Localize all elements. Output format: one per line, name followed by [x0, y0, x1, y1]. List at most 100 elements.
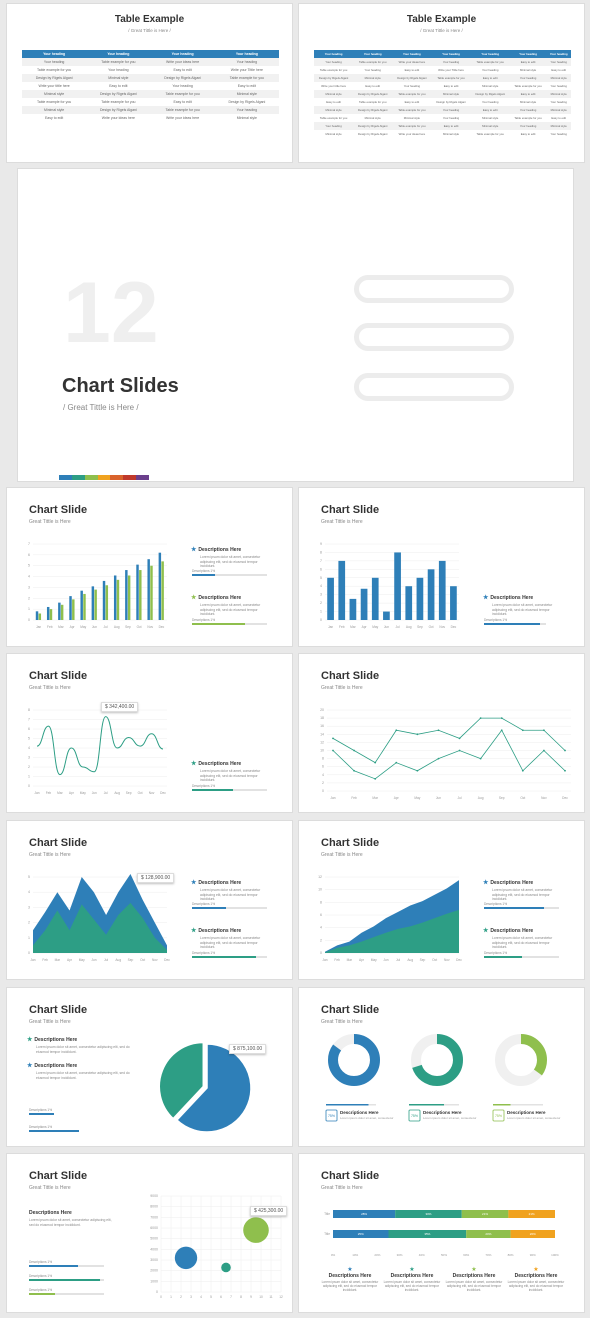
- x-tick-label: 4: [200, 1295, 202, 1299]
- data-point: [564, 769, 566, 772]
- y-tick-label: 8: [322, 757, 324, 761]
- table-cell: Write your Tittle here: [438, 68, 464, 72]
- table-row: Write your tittle here Easy to edit Your h…: [22, 82, 279, 90]
- bar: [416, 577, 424, 620]
- x-tick-label: 100%: [551, 1253, 559, 1257]
- bar: [127, 575, 131, 620]
- x-tick-label: Jun: [383, 958, 388, 962]
- stacked-area-chart: 0 2 4 6 8 10 12 Jan Feb Mar Apr May Jun Jul Aug Sep Oct N…: [318, 875, 462, 962]
- progress-bar: [192, 623, 267, 625]
- description-block: ★ Descriptions Here Lorem ipsum dolor sit…: [27, 1037, 130, 1054]
- y-tick-label: 0: [322, 789, 324, 793]
- y-tick-label: 6: [28, 553, 30, 557]
- slide-title: Chart Slide: [29, 670, 88, 682]
- y-tick-label: 4: [320, 926, 322, 930]
- progress-bar: [192, 956, 267, 958]
- table-row: Table example for you Your heading Easy to…: [22, 66, 279, 74]
- progress-fill: [493, 1104, 511, 1106]
- table-row: Minimal style Design by Rigels Algani Tabl…: [314, 90, 571, 98]
- x-tick-label: Jan: [34, 791, 39, 795]
- table-row: Minimal style Design by Rigels Algani Tabl…: [22, 90, 279, 98]
- star-icon: ★: [483, 595, 489, 601]
- stacked-horizontal-bar-chart: Title 28% 30% 21% 21% Title 25% 35% 20% 20% 0% 10% 2…: [324, 1210, 559, 1257]
- y-tick-label: 4: [28, 890, 30, 894]
- y-tick-label: 7: [28, 542, 30, 546]
- bar-segment: [388, 1230, 467, 1238]
- table-cell: Write your tittle here: [321, 84, 347, 88]
- x-tick-label: 6: [220, 1295, 222, 1299]
- data-point: [543, 749, 545, 752]
- y-tick-label: 3000: [150, 1258, 158, 1262]
- table-cell: Minimal style: [86, 74, 151, 82]
- progress-bar: [29, 1113, 54, 1115]
- table-row: Design by Rigels Algani Minimal style Desi…: [22, 74, 279, 82]
- pie-chart: [158, 1041, 252, 1133]
- data-point: [416, 733, 419, 736]
- table-row: Easy to edit Write your ideas here Write y…: [22, 114, 279, 122]
- table-cell: Your heading: [550, 132, 567, 136]
- y-tick-label: 6: [320, 913, 322, 917]
- x-tick-label: Apr: [67, 958, 73, 962]
- x-tick-label: 10%: [352, 1253, 358, 1257]
- data-point: [353, 749, 355, 752]
- y-tick-label: 1: [28, 775, 30, 779]
- x-tick-label: 7: [230, 1295, 232, 1299]
- x-tick-label: Jan: [36, 625, 41, 629]
- decor-pill: [354, 275, 514, 303]
- x-tick-label: Sep: [125, 625, 131, 629]
- x-tick-label: Dec: [451, 625, 457, 629]
- description-title: Descriptions Here: [423, 1110, 462, 1115]
- table-cell: Minimal style: [442, 132, 460, 136]
- star-icon: ★: [191, 547, 197, 553]
- y-tick-label: 7000: [150, 1215, 158, 1219]
- table-cell: Easy to edit: [470, 106, 510, 114]
- x-tick-label: 5: [210, 1295, 212, 1299]
- table-row: Write your tittle here Easy to edit Your h…: [314, 82, 571, 90]
- x-tick-label: 40%: [419, 1253, 425, 1257]
- bar: [383, 611, 390, 620]
- y-tick-label: 8: [28, 708, 30, 712]
- x-tick-label: Apr: [362, 625, 368, 629]
- slide-pie: Chart Slide Great Tittle is Here ★ Descri…: [6, 987, 293, 1147]
- percent-badge: [408, 1109, 421, 1122]
- table-cell: Write your ideas here: [392, 58, 432, 66]
- bar: [349, 598, 357, 620]
- bar: [102, 580, 106, 620]
- series-line: [332, 729, 566, 780]
- x-tick-label: Sep: [126, 791, 132, 795]
- y-tick-label: 2: [28, 921, 30, 925]
- x-tick-label: Nov: [541, 796, 547, 800]
- data-point: [564, 749, 566, 752]
- slide-title: Chart Slide: [29, 837, 88, 849]
- x-tick-label: Oct: [432, 958, 437, 962]
- cover-subtitle: / Great Tittle is Here /: [63, 403, 139, 412]
- table-cell: Your heading: [364, 68, 381, 72]
- description-block: ★ Descriptions Here Lorem ipsum dolor sit…: [191, 928, 261, 949]
- table-cell: Easy to edit: [509, 90, 547, 98]
- description-title: Descriptions Here: [507, 1110, 546, 1115]
- x-tick-label: Feb: [339, 625, 345, 629]
- series-line: [332, 717, 566, 764]
- y-tick-label: 8: [320, 550, 322, 554]
- slide-line-dual: Chart Slide Great Tittle is Here 0 2 4 6 8 10…: [298, 653, 585, 813]
- slide-title: Chart Slide: [321, 1004, 380, 1016]
- bar: [150, 565, 153, 620]
- star-icon: ★: [471, 1267, 477, 1273]
- column-header: Your heading: [470, 50, 510, 58]
- table-cell: Table example for you: [392, 90, 432, 98]
- slide-area-mountain: Chart Slide Great Tittle is Here 0 1 2 3 4 5 J…: [6, 820, 293, 980]
- x-tick-label: Aug: [406, 625, 412, 629]
- percent-label: 75%: [495, 1114, 502, 1118]
- table-cell: Minimal style: [22, 90, 87, 98]
- data-point: [521, 769, 524, 772]
- data-point: [374, 761, 377, 764]
- x-tick-label: Jul: [104, 625, 108, 629]
- segment-label: 28%: [361, 1212, 367, 1216]
- table-cell: Table example for you: [514, 116, 542, 120]
- data-point: [332, 737, 334, 740]
- table-cell: Table example for you: [392, 106, 432, 114]
- description-block: ★ Descriptions Here Lorem ipsum dolor sit…: [191, 880, 261, 901]
- table-cell: Your heading: [314, 58, 354, 66]
- slide-title: Chart Slide: [29, 504, 88, 516]
- table-cell: Minimal style: [431, 90, 471, 98]
